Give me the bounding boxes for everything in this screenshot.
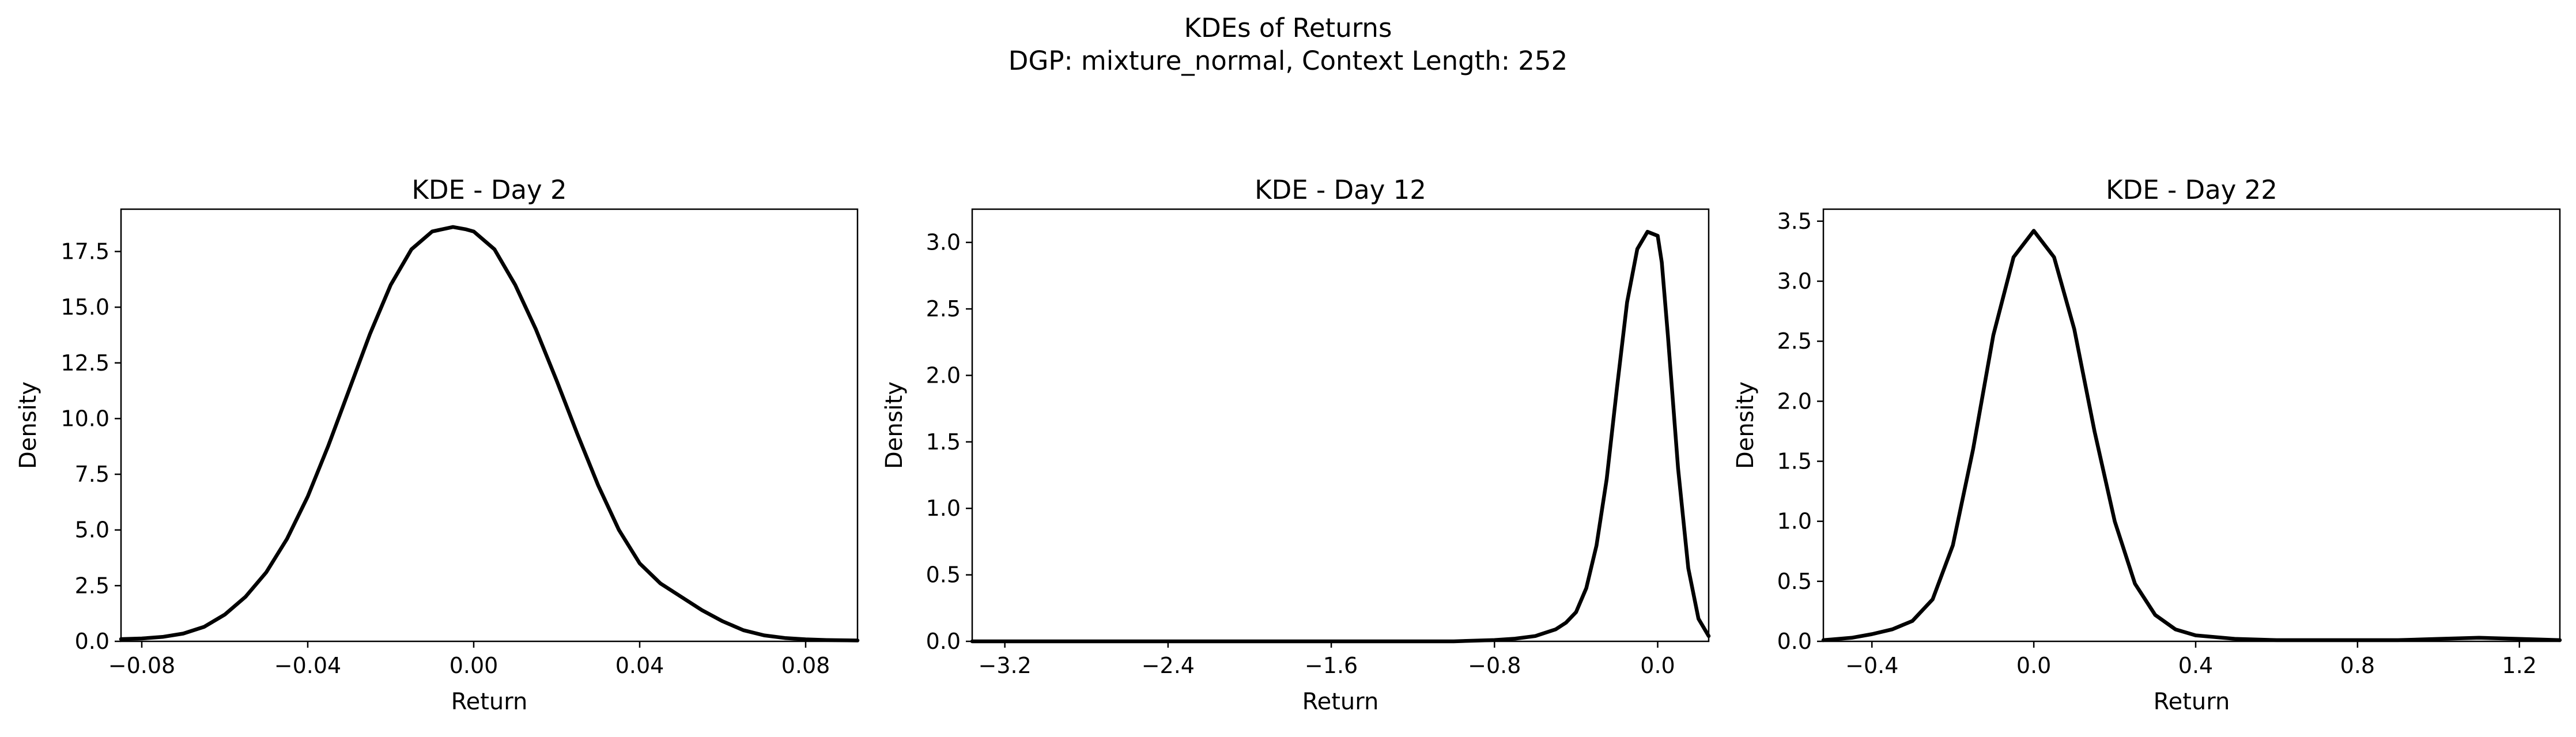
panel-title: KDE - Day 12 (1255, 175, 1426, 205)
panel-title: KDE - Day 22 (2106, 175, 2277, 205)
x-tick-label: 0.0 (1640, 653, 1675, 678)
y-tick-label: 3.0 (1777, 269, 1812, 294)
kde-line (1821, 229, 2562, 642)
x-tick-label: 0.00 (450, 653, 498, 678)
kde-line (970, 229, 1711, 644)
axes-frame (1822, 208, 2561, 642)
y-tick-label: 2.0 (1777, 388, 1812, 414)
x-tick-label: −0.8 (1468, 653, 1521, 678)
x-axis-label: Return (1302, 689, 1379, 715)
y-tick-label: 0.0 (926, 629, 961, 654)
x-tick-label: −0.08 (108, 653, 175, 678)
y-tick-label: 2.5 (1777, 328, 1812, 354)
figure-title: KDEs of Returns (1184, 13, 1392, 43)
kde-line (119, 225, 860, 642)
y-axis-label: Density (1732, 381, 1759, 469)
y-tick-label: 3.5 (1777, 209, 1812, 234)
y-tick-label: 2.0 (926, 362, 961, 388)
chart-panel-3: KDE - Day 22 −0.4 0.0 0.4 0.8 1.2 0.0 0.5 1.0 1.5… (1732, 175, 2562, 715)
y-tick-label: 1.0 (926, 496, 961, 521)
x-tick-label: −0.4 (1845, 653, 1898, 678)
x-tick-label: 0.0 (2016, 653, 2051, 678)
axes-frame (120, 208, 859, 642)
x-tick-label: −1.6 (1305, 653, 1358, 678)
y-tick-label: 2.5 (75, 573, 109, 598)
y-tick-label: 12.5 (61, 350, 109, 376)
figure-title-block: KDEs of Returns DGP: mixture_normal, Con… (0, 12, 2576, 77)
chart-panel-1: KDE - Day 2 −0.08 −0.04 0.00 0.04 0.08 0.0 2.5 5… (15, 175, 860, 715)
x-tick-label: 0.08 (781, 653, 830, 678)
y-axis-label: Density (881, 381, 908, 469)
x-tick-label: −0.04 (274, 653, 341, 678)
x-tick-label: 0.04 (615, 653, 664, 678)
y-tick-label: 3.0 (926, 230, 961, 255)
axes-frame (971, 208, 1710, 642)
figure-subtitle: DGP: mixture_normal, Context Length: 252 (1008, 46, 1568, 76)
y-tick-label: 17.5 (61, 239, 109, 264)
y-tick-label: 2.5 (926, 296, 961, 322)
chart-panel-2: KDE - Day 12 −3.2 −2.4 −1.6 −0.8 0.0 0.0 0.5 1.0… (881, 175, 1711, 715)
y-tick-label: 0.5 (926, 562, 961, 588)
y-axis-label: Density (15, 381, 41, 469)
y-tick-label: 7.5 (75, 462, 109, 487)
x-tick-label: 1.2 (2502, 653, 2537, 678)
x-axis-label: Return (451, 689, 528, 715)
y-tick-label: 1.5 (926, 429, 961, 455)
x-tick-label: 0.8 (2340, 653, 2375, 678)
x-axis-label: Return (2154, 689, 2230, 715)
panel-title: KDE - Day 2 (411, 175, 566, 205)
y-tick-label: 0.0 (75, 629, 109, 654)
x-tick-label: −3.2 (979, 653, 1032, 678)
y-tick-label: 1.0 (1777, 509, 1812, 534)
y-tick-label: 15.0 (61, 294, 109, 320)
y-tick-label: 0.0 (1777, 629, 1812, 654)
y-tick-label: 1.5 (1777, 449, 1812, 474)
x-tick-label: −2.4 (1142, 653, 1195, 678)
y-tick-label: 0.5 (1777, 569, 1812, 594)
x-tick-label: 0.4 (2178, 653, 2213, 678)
y-tick-label: 5.0 (75, 517, 109, 543)
y-tick-label: 10.0 (61, 406, 109, 431)
